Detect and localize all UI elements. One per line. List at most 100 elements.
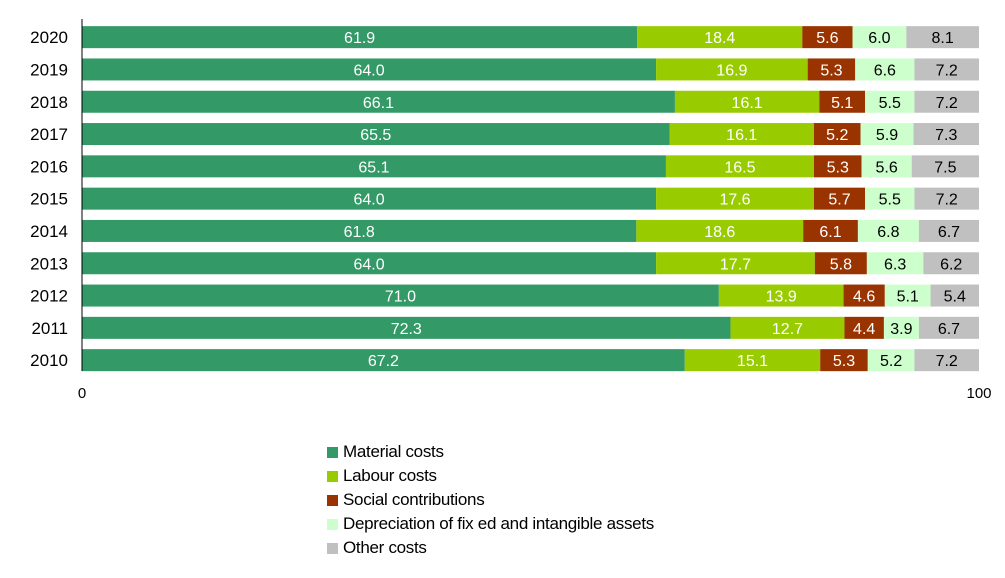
bar-2011-series-2 [844, 316, 884, 339]
value-label-2018-series-4: 7.2 [936, 95, 958, 112]
bar-2018-series-4 [914, 90, 979, 113]
value-label-2011-series-2: 4.4 [853, 321, 875, 338]
bar-2020-series-4 [906, 26, 979, 49]
value-label-2012-series-1: 13.9 [766, 289, 797, 306]
value-label-2011-series-1: 12.7 [772, 321, 803, 338]
y-label-2013: 2013 [30, 254, 68, 273]
legend-label: Social contributions [343, 490, 485, 509]
value-label-2010-series-0: 67.2 [368, 353, 399, 370]
y-label-2019: 2019 [30, 60, 68, 79]
value-label-2013-series-4: 6.2 [940, 256, 962, 273]
value-label-2013-series-3: 6.3 [884, 256, 906, 273]
value-label-2010-series-3: 5.2 [880, 353, 902, 370]
value-label-2020-series-0: 61.9 [344, 30, 375, 47]
legend-swatch [327, 470, 338, 482]
bar-2019-series-4 [914, 58, 979, 81]
y-axis-labels: 2020 2019 2018 2017 2016 2015 2014 2013 2012 2011… [30, 28, 68, 370]
bar-2019-series-3 [855, 58, 915, 81]
y-label-2014: 2014 [30, 222, 68, 241]
value-label-2012-series-4: 5.4 [944, 289, 966, 306]
x-tick-100: 100 [966, 385, 991, 402]
bar-2012-series-4 [930, 284, 979, 307]
value-label-2014-series-3: 6.8 [877, 224, 899, 241]
bar-2011-series-3 [883, 316, 919, 339]
value-label-2011-series-0: 72.3 [391, 321, 422, 338]
value-label-2017-series-1: 16.1 [726, 127, 757, 144]
value-label-2010-series-1: 15.1 [737, 353, 768, 370]
bar-2017-series-2 [813, 123, 861, 146]
bar-2014-series-3 [857, 219, 919, 242]
bar-2011-series-1 [730, 316, 845, 339]
bar-2015-series-0 [82, 187, 657, 210]
value-label-2015-series-4: 7.2 [936, 192, 958, 209]
value-label-2017-series-3: 5.9 [876, 127, 898, 144]
value-label-2014-series-0: 61.8 [344, 224, 375, 241]
bar-2018-series-3 [865, 90, 915, 113]
bar-2020-series-2 [802, 26, 853, 49]
legend-label: Material costs [343, 442, 444, 461]
value-label-2012-series-2: 4.6 [853, 289, 875, 306]
value-label-2018-series-2: 5.1 [831, 95, 853, 112]
value-label-2016-series-4: 7.5 [934, 159, 956, 176]
value-label-2019-series-4: 7.2 [936, 62, 958, 79]
y-label-2020: 2020 [30, 28, 68, 47]
value-label-2019-series-1: 16.9 [716, 62, 747, 79]
value-label-2010-series-2: 5.3 [833, 353, 855, 370]
bar-2013-series-4 [923, 252, 979, 275]
value-label-2020-series-1: 18.4 [704, 30, 735, 47]
y-label-2015: 2015 [30, 190, 68, 209]
value-label-2015-series-0: 64.0 [353, 192, 384, 209]
value-label-2020-series-3: 6.0 [868, 30, 890, 47]
value-label-2014-series-1: 18.6 [704, 224, 735, 241]
bar-2010-series-0 [82, 349, 685, 372]
bar-2017-series-1 [669, 123, 814, 146]
bar-2013-series-3 [866, 252, 924, 275]
bar-2013-series-1 [656, 252, 815, 275]
legend-swatch [327, 518, 338, 530]
bar-2019-series-1 [656, 58, 808, 81]
bar-2014-series-0 [82, 219, 637, 242]
value-label-2012-series-3: 5.1 [897, 289, 919, 306]
bar-2019-series-0 [82, 58, 657, 81]
bar-2015-series-2 [813, 187, 866, 210]
value-label-2015-series-2: 5.7 [828, 192, 850, 209]
value-label-2016-series-3: 5.6 [875, 159, 897, 176]
bar-2012-series-2 [843, 284, 885, 307]
bar-2020-series-1 [637, 26, 803, 49]
bar-2018-series-0 [82, 90, 675, 113]
bar-2010-series-3 [867, 349, 915, 372]
bar-2012-series-3 [884, 284, 931, 307]
bar-2013-series-0 [82, 252, 657, 275]
bar-2012-series-1 [718, 284, 844, 307]
value-label-2016-series-0: 65.1 [358, 159, 389, 176]
value-label-2018-series-1: 16.1 [732, 95, 763, 112]
y-label-2010: 2010 [30, 351, 68, 370]
value-label-2018-series-3: 5.5 [879, 95, 901, 112]
value-label-2014-series-2: 6.1 [819, 224, 841, 241]
bar-2016-series-3 [861, 155, 912, 178]
bar-2011-series-4 [918, 316, 979, 339]
legend-label: Labour costs [343, 466, 437, 485]
bar-2014-series-2 [803, 219, 858, 242]
y-label-2016: 2016 [30, 157, 68, 176]
value-label-2017-series-2: 5.2 [826, 127, 848, 144]
bar-2015-series-1 [656, 187, 814, 210]
legend-swatch [327, 446, 338, 458]
x-axis-ticks: 0 100 [78, 385, 992, 402]
legend-swatch [327, 542, 338, 554]
bar-2019-series-2 [807, 58, 856, 81]
bar-2014-series-1 [636, 219, 804, 242]
bar-2016-series-2 [813, 155, 862, 178]
value-label-2017-series-0: 65.5 [360, 127, 391, 144]
value-label-2019-series-0: 64.0 [353, 62, 384, 79]
bar-2015-series-4 [914, 187, 979, 210]
bar-2010-series-1 [684, 349, 821, 372]
y-label-2018: 2018 [30, 93, 68, 112]
bar-2016-series-4 [911, 155, 979, 178]
bar-2017-series-3 [860, 123, 914, 146]
y-label-2017: 2017 [30, 125, 68, 144]
value-label-2019-series-2: 5.3 [820, 62, 842, 79]
bar-2017-series-4 [913, 123, 979, 146]
bar-2018-series-2 [819, 90, 866, 113]
